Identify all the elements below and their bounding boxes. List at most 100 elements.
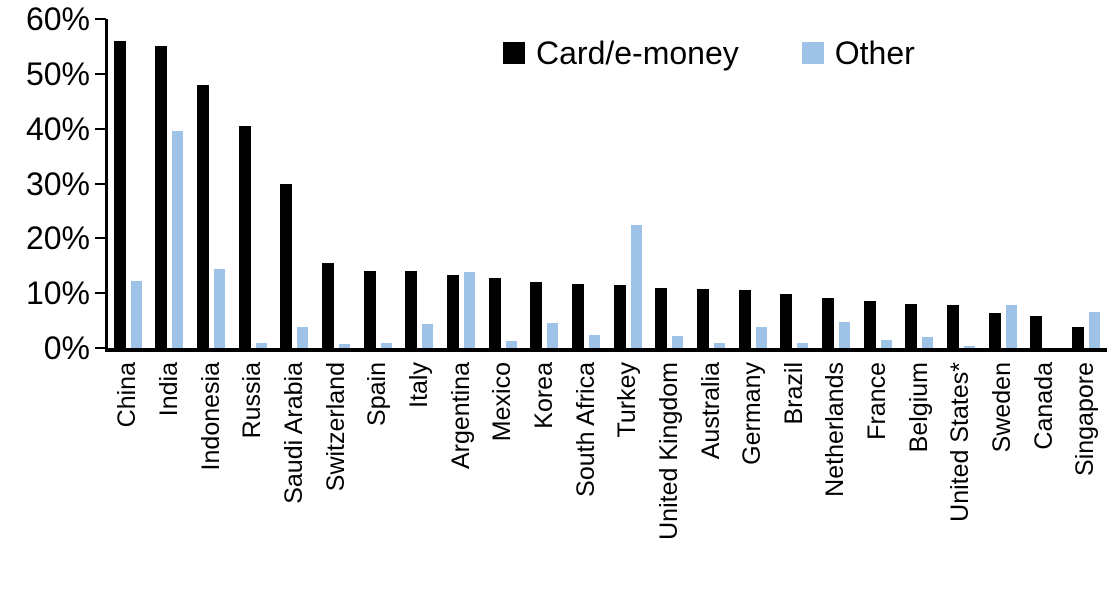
y-tick-label: 60% [25, 1, 90, 37]
bar-other [880, 339, 892, 348]
x-axis-line [105, 348, 1107, 352]
bar-group [738, 19, 767, 348]
legend-item-card-e-money: Card/e-money [503, 36, 739, 70]
bar-group [863, 19, 892, 348]
y-tick [95, 182, 106, 185]
x-axis-label-text: United Kingdom [654, 362, 683, 540]
y-tick [95, 292, 106, 295]
bar-card-e-money [613, 284, 626, 348]
bar-card-e-money [905, 304, 918, 348]
legend-label-other: Other [834, 35, 915, 71]
bar-group [530, 19, 559, 348]
legend-swatch-card-e-money [503, 42, 525, 64]
y-tick [95, 18, 106, 20]
bar-other [1088, 312, 1100, 348]
y-tick [95, 127, 106, 130]
legend-swatch-other [801, 42, 824, 64]
x-axis-label-text: Italy [404, 362, 433, 408]
bar-group [1030, 19, 1058, 348]
x-axis-labels: China India Indonesia Russia Saudi Arabia Swi… [107, 362, 1107, 592]
bar-other [963, 346, 975, 348]
x-axis-label-text: Korea [529, 362, 558, 429]
x-axis-label: Turkey [607, 362, 648, 592]
bar-group [821, 19, 850, 348]
bar-other [339, 344, 351, 348]
y-tick-label: 30% [25, 165, 90, 202]
x-axis-label-text: Brazil [779, 362, 808, 425]
y-tick-label: 50% [25, 55, 90, 92]
bar-other [797, 342, 809, 348]
bar-group [697, 19, 726, 348]
bar-other [838, 321, 850, 348]
x-axis-label: Singapore [1065, 362, 1106, 592]
bar-group [988, 19, 1017, 348]
bar-other [714, 342, 726, 348]
bar-card-e-money [1030, 316, 1043, 348]
x-axis-label: Sweden [982, 362, 1023, 592]
bar-card-e-money [1071, 327, 1084, 348]
bar-card-e-money [863, 301, 876, 348]
bar-other [755, 326, 767, 348]
y-tick-label: 20% [25, 220, 90, 257]
x-axis-label-text: Spain [363, 362, 392, 426]
bar-group [488, 19, 517, 348]
bar-card-e-money [821, 297, 834, 348]
legend-label-card-e-money: Card/e-money [536, 35, 739, 71]
x-axis-label-text: Netherlands [821, 362, 850, 497]
bar-card-e-money [697, 289, 710, 348]
x-axis-label-text: India [154, 362, 183, 417]
x-axis-label-text: Turkey [613, 362, 642, 438]
bar-card-e-money [655, 287, 668, 348]
x-axis-label: France [857, 362, 898, 592]
bar-card-e-money [238, 125, 251, 348]
bar-card-e-money [280, 183, 293, 348]
bar-card-e-money [530, 282, 543, 348]
bar-group [113, 19, 142, 348]
bar-card-e-money [447, 275, 460, 348]
bar-card-e-money [405, 271, 418, 348]
bar-other [464, 272, 476, 348]
y-tick-label: 0% [43, 330, 90, 366]
bar-other [630, 225, 642, 348]
x-axis-label-text: United States* [946, 362, 975, 522]
y-tick [95, 237, 106, 240]
bar-group [905, 19, 934, 348]
bar-card-e-money [363, 271, 376, 348]
x-axis-label: China [107, 362, 148, 592]
x-axis-label: South Africa [566, 362, 607, 592]
bar-other [214, 269, 226, 348]
bar-card-e-money [780, 293, 793, 348]
bar-card-e-money [946, 305, 959, 348]
bar-other [1005, 304, 1017, 348]
bar-group [280, 19, 309, 348]
x-axis-label: Spain [357, 362, 398, 592]
x-axis-label-text: Belgium [904, 362, 933, 453]
y-tick-label: 40% [25, 110, 90, 147]
bar-other [505, 340, 517, 348]
bar-other [547, 323, 559, 348]
x-axis-label-text: Russia [238, 362, 267, 439]
x-axis-label: Mexico [482, 362, 523, 592]
bar-group [363, 19, 392, 348]
x-axis-label-text: Canada [1029, 362, 1058, 450]
bar-group [238, 19, 267, 348]
bar-group [946, 19, 975, 348]
x-axis-label: Netherlands [815, 362, 856, 592]
legend-item-other: Other [801, 35, 915, 71]
x-axis-label-text: Sweden [988, 362, 1017, 453]
x-axis-label-text: Saudi Arabia [279, 362, 308, 504]
x-axis-label: Brazil [774, 362, 815, 592]
x-axis-label: Korea [524, 362, 565, 592]
bar-other [380, 342, 392, 348]
x-axis-label: India [149, 362, 190, 592]
bar-card-e-money [488, 277, 501, 348]
x-axis-label: Australia [691, 362, 732, 592]
x-axis-label-text: Switzerland [321, 362, 350, 492]
bar-card-e-money [988, 312, 1001, 348]
x-axis-label-text: Indonesia [196, 362, 225, 471]
x-axis-label: Italy [399, 362, 440, 592]
legend: Card/e-money Other [503, 36, 915, 70]
x-axis-label: Indonesia [191, 362, 232, 592]
bar-other [589, 335, 601, 348]
